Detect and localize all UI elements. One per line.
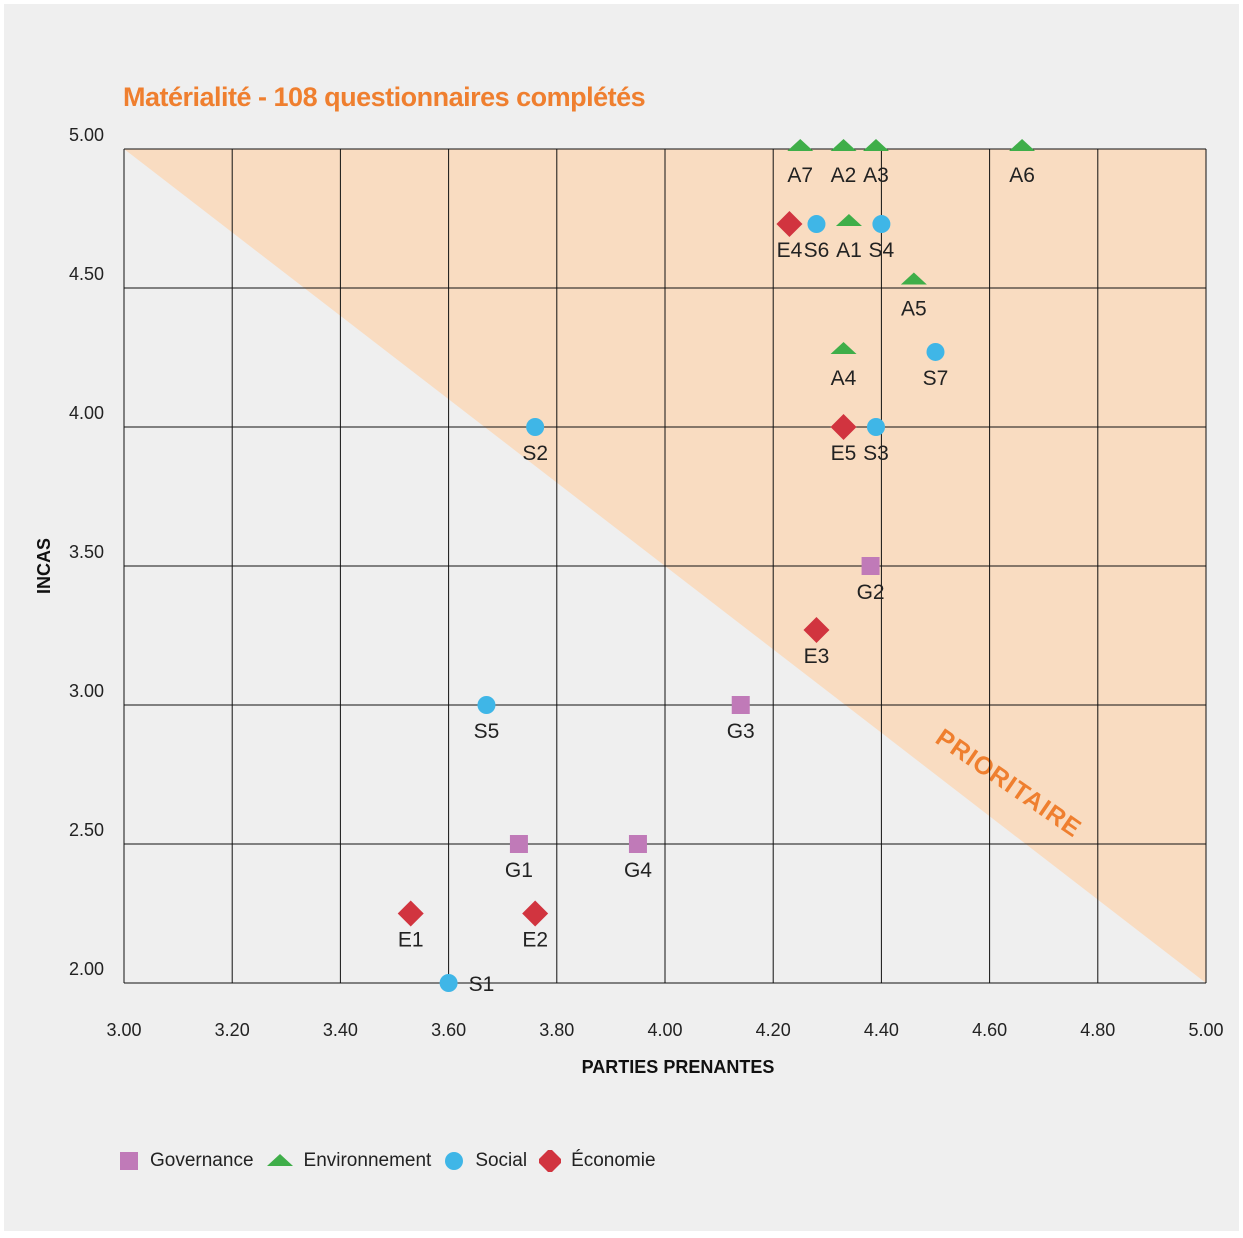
data-point-e4 <box>776 211 803 238</box>
data-point-g2 <box>861 557 880 575</box>
x-tick-label: 4.20 <box>756 1020 791 1040</box>
x-tick-label: 4.60 <box>972 1020 1007 1040</box>
x-tick-label: 4.40 <box>864 1020 899 1040</box>
x-tick-label: 4.80 <box>1080 1020 1115 1040</box>
point-label-s3: S3 <box>863 442 889 465</box>
y-tick-label: 2.50 <box>69 820 104 840</box>
point-label-s1: S1 <box>469 973 495 996</box>
series-circle: S1 S2 S3 S4 S5 S6 S7 <box>439 215 949 996</box>
data-point-s6 <box>807 215 826 234</box>
x-axis-title: PARTIES PRENANTES <box>582 1057 775 1077</box>
series-triangle: A1 A2 A3 A4 A5 A6 A7 <box>787 139 1036 390</box>
x-tick-label: 3.00 <box>106 1020 141 1040</box>
legend: Governance Environnement Social Économie <box>118 1150 662 1172</box>
point-label-e5: E5 <box>831 442 857 465</box>
data-point-s1 <box>439 974 458 992</box>
data-point-e3 <box>803 616 830 643</box>
x-tick-label: 5.00 <box>1188 1020 1223 1040</box>
x-tick-label: 4.00 <box>647 1020 682 1040</box>
y-tick-label: 2.00 <box>69 959 104 979</box>
legend-label: Économie <box>571 1150 656 1171</box>
data-point-a1 <box>835 214 862 227</box>
y-axis-title: INCAS <box>34 538 54 594</box>
data-points-layer: G1 G2 G3 G4 A1 A2 A3 A4 A5 A6 A7 S1 S2 S3 S4 S5 S6 S7 E1 E2… <box>397 139 1036 996</box>
point-label-s7: S7 <box>923 367 949 390</box>
legend-circle-icon <box>445 1152 464 1170</box>
point-label-s4: S4 <box>869 239 895 262</box>
point-label-g2: G2 <box>857 581 885 604</box>
legend-item-circle: Social <box>443 1150 527 1172</box>
point-label-a1: A1 <box>836 239 862 262</box>
data-point-e2 <box>522 900 549 927</box>
legend-label: Environnement <box>303 1150 432 1171</box>
data-point-g3 <box>731 696 750 714</box>
legend-label: Governance <box>150 1150 254 1171</box>
y-tick-label: 5.00 <box>69 125 104 145</box>
series-diamond: E1 E2 E3 E4 E5 <box>397 211 857 952</box>
data-point-g4 <box>628 835 647 853</box>
data-point-s5 <box>477 696 496 714</box>
x-tick-label: 3.80 <box>539 1020 574 1040</box>
y-tick-label: 3.50 <box>69 542 104 562</box>
point-label-a2: A2 <box>831 164 857 187</box>
point-label-g1: G1 <box>505 859 533 882</box>
legend-marker <box>445 1152 464 1170</box>
point-label-s6: S6 <box>804 239 830 262</box>
data-point-s3 <box>866 418 885 436</box>
x-tick-label: 3.20 <box>215 1020 250 1040</box>
legend-item-square: Governance <box>118 1150 254 1172</box>
data-point-a3 <box>862 139 889 151</box>
legend-marker <box>266 1154 293 1166</box>
point-label-a5: A5 <box>901 297 927 320</box>
data-point-a6 <box>1009 139 1036 151</box>
legend-triangle-icon <box>266 1154 293 1166</box>
legend-item-triangle: Environnement <box>266 1150 432 1172</box>
legend-label: Social <box>475 1150 528 1171</box>
legend-diamond-icon <box>539 1150 562 1172</box>
data-point-e5 <box>830 414 857 440</box>
data-point-s4 <box>872 215 891 234</box>
data-point-e1 <box>397 900 424 927</box>
point-label-e2: E2 <box>522 929 548 952</box>
point-label-e3: E3 <box>804 645 830 668</box>
point-label-a3: A3 <box>863 164 889 187</box>
data-point-s7 <box>926 342 945 361</box>
point-label-s2: S2 <box>522 442 548 465</box>
data-point-s2 <box>526 418 545 436</box>
y-tick-label: 4.00 <box>69 403 104 423</box>
tick-label-layer: 3.00 3.20 3.40 3.60 3.80 4.00 4.20 4.40 4.60 4.80… <box>69 125 1224 1040</box>
point-label-g4: G4 <box>624 859 652 882</box>
x-tick-label: 3.40 <box>323 1020 358 1040</box>
y-tick-label: 3.00 <box>69 681 104 701</box>
legend-item-diamond: Économie <box>539 1150 656 1172</box>
point-label-a7: A7 <box>787 164 813 187</box>
legend-marker <box>120 1152 138 1170</box>
data-point-a7 <box>787 139 814 151</box>
point-label-e4: E4 <box>777 239 803 262</box>
data-point-g1 <box>509 835 528 853</box>
x-tick-label: 3.60 <box>431 1020 466 1040</box>
point-label-s5: S5 <box>474 720 500 743</box>
data-point-a5 <box>900 272 927 285</box>
grid-layer <box>123 148 1207 984</box>
chart-title: Matérialité - 108 questionnaires complét… <box>123 82 646 112</box>
data-point-a4 <box>830 341 857 354</box>
series-square: G1 G2 G3 G4 <box>505 557 885 882</box>
point-label-g3: G3 <box>727 720 755 743</box>
y-tick-label: 4.50 <box>69 264 104 284</box>
point-label-a6: A6 <box>1009 164 1035 187</box>
legend-square-icon <box>120 1152 138 1170</box>
point-label-e1: E1 <box>398 929 424 952</box>
data-point-a2 <box>830 139 857 151</box>
point-label-a4: A4 <box>831 367 857 390</box>
legend-marker <box>539 1150 562 1172</box>
